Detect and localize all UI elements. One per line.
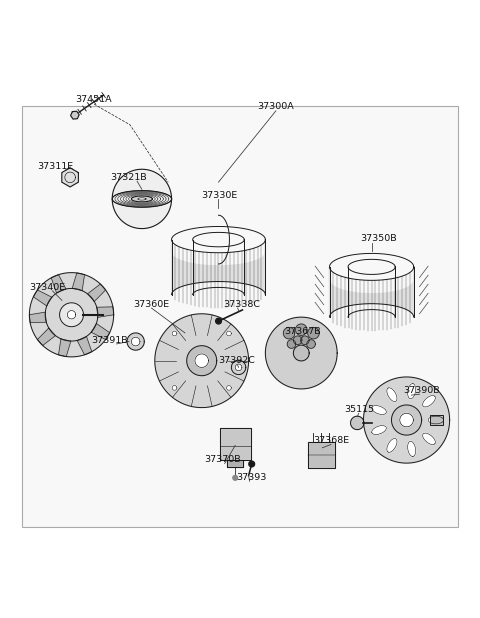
Polygon shape: [60, 303, 84, 327]
Polygon shape: [363, 377, 450, 463]
Polygon shape: [172, 386, 177, 391]
Text: 37321B: 37321B: [111, 173, 147, 182]
Polygon shape: [77, 336, 92, 355]
Polygon shape: [307, 340, 315, 349]
Bar: [430, 415, 443, 425]
Polygon shape: [300, 336, 309, 345]
Polygon shape: [387, 439, 397, 452]
Polygon shape: [51, 274, 66, 293]
Polygon shape: [220, 428, 251, 460]
Polygon shape: [293, 336, 302, 345]
Polygon shape: [227, 331, 231, 336]
Polygon shape: [308, 442, 335, 468]
Polygon shape: [296, 324, 307, 336]
Polygon shape: [67, 311, 76, 319]
Text: 37330E: 37330E: [201, 190, 237, 200]
Polygon shape: [372, 405, 386, 415]
Polygon shape: [155, 314, 249, 408]
Polygon shape: [87, 284, 106, 302]
Text: 37367B: 37367B: [284, 328, 321, 336]
Text: 37393: 37393: [236, 473, 266, 482]
Polygon shape: [428, 416, 444, 424]
Text: 37350B: 37350B: [360, 234, 397, 243]
Polygon shape: [187, 345, 217, 376]
Polygon shape: [329, 267, 414, 317]
Text: 37392C: 37392C: [219, 356, 255, 365]
Polygon shape: [228, 460, 243, 467]
Polygon shape: [408, 384, 416, 399]
Polygon shape: [138, 198, 146, 200]
Polygon shape: [37, 328, 56, 345]
Text: 37311E: 37311E: [37, 162, 74, 171]
Polygon shape: [29, 273, 114, 357]
Polygon shape: [287, 340, 296, 349]
Polygon shape: [293, 345, 309, 361]
Polygon shape: [127, 333, 144, 350]
Polygon shape: [265, 317, 337, 389]
Text: 35115: 35115: [345, 405, 375, 414]
Polygon shape: [34, 290, 52, 306]
Bar: [22, 106, 458, 527]
Polygon shape: [408, 441, 416, 457]
Polygon shape: [227, 386, 231, 391]
Polygon shape: [392, 405, 421, 435]
Text: 37390B: 37390B: [404, 386, 440, 395]
Polygon shape: [235, 364, 242, 371]
Polygon shape: [216, 318, 221, 324]
Polygon shape: [97, 307, 114, 318]
Polygon shape: [71, 111, 79, 119]
Polygon shape: [231, 360, 246, 375]
Polygon shape: [132, 337, 140, 346]
Polygon shape: [59, 339, 71, 357]
Text: 37451A: 37451A: [76, 95, 112, 104]
Text: 37338C: 37338C: [223, 300, 261, 309]
Polygon shape: [372, 426, 386, 434]
Polygon shape: [422, 433, 435, 444]
Polygon shape: [91, 323, 109, 339]
Polygon shape: [249, 461, 254, 467]
Polygon shape: [72, 273, 84, 290]
Polygon shape: [171, 240, 265, 295]
Polygon shape: [422, 396, 435, 407]
Text: 37370B: 37370B: [204, 455, 240, 464]
Polygon shape: [29, 312, 46, 323]
Polygon shape: [387, 387, 397, 402]
Polygon shape: [195, 354, 208, 368]
Text: 37391B: 37391B: [92, 336, 128, 345]
Polygon shape: [400, 413, 413, 427]
Text: 37340E: 37340E: [30, 283, 66, 292]
Polygon shape: [233, 475, 238, 480]
Text: 37360E: 37360E: [133, 300, 169, 309]
Polygon shape: [172, 331, 177, 336]
Polygon shape: [132, 196, 153, 202]
Polygon shape: [308, 328, 319, 339]
Polygon shape: [350, 416, 364, 430]
Text: 37300A: 37300A: [258, 101, 294, 111]
Text: 37368E: 37368E: [313, 436, 349, 445]
Polygon shape: [112, 169, 171, 229]
Polygon shape: [283, 328, 295, 339]
Polygon shape: [62, 168, 78, 187]
